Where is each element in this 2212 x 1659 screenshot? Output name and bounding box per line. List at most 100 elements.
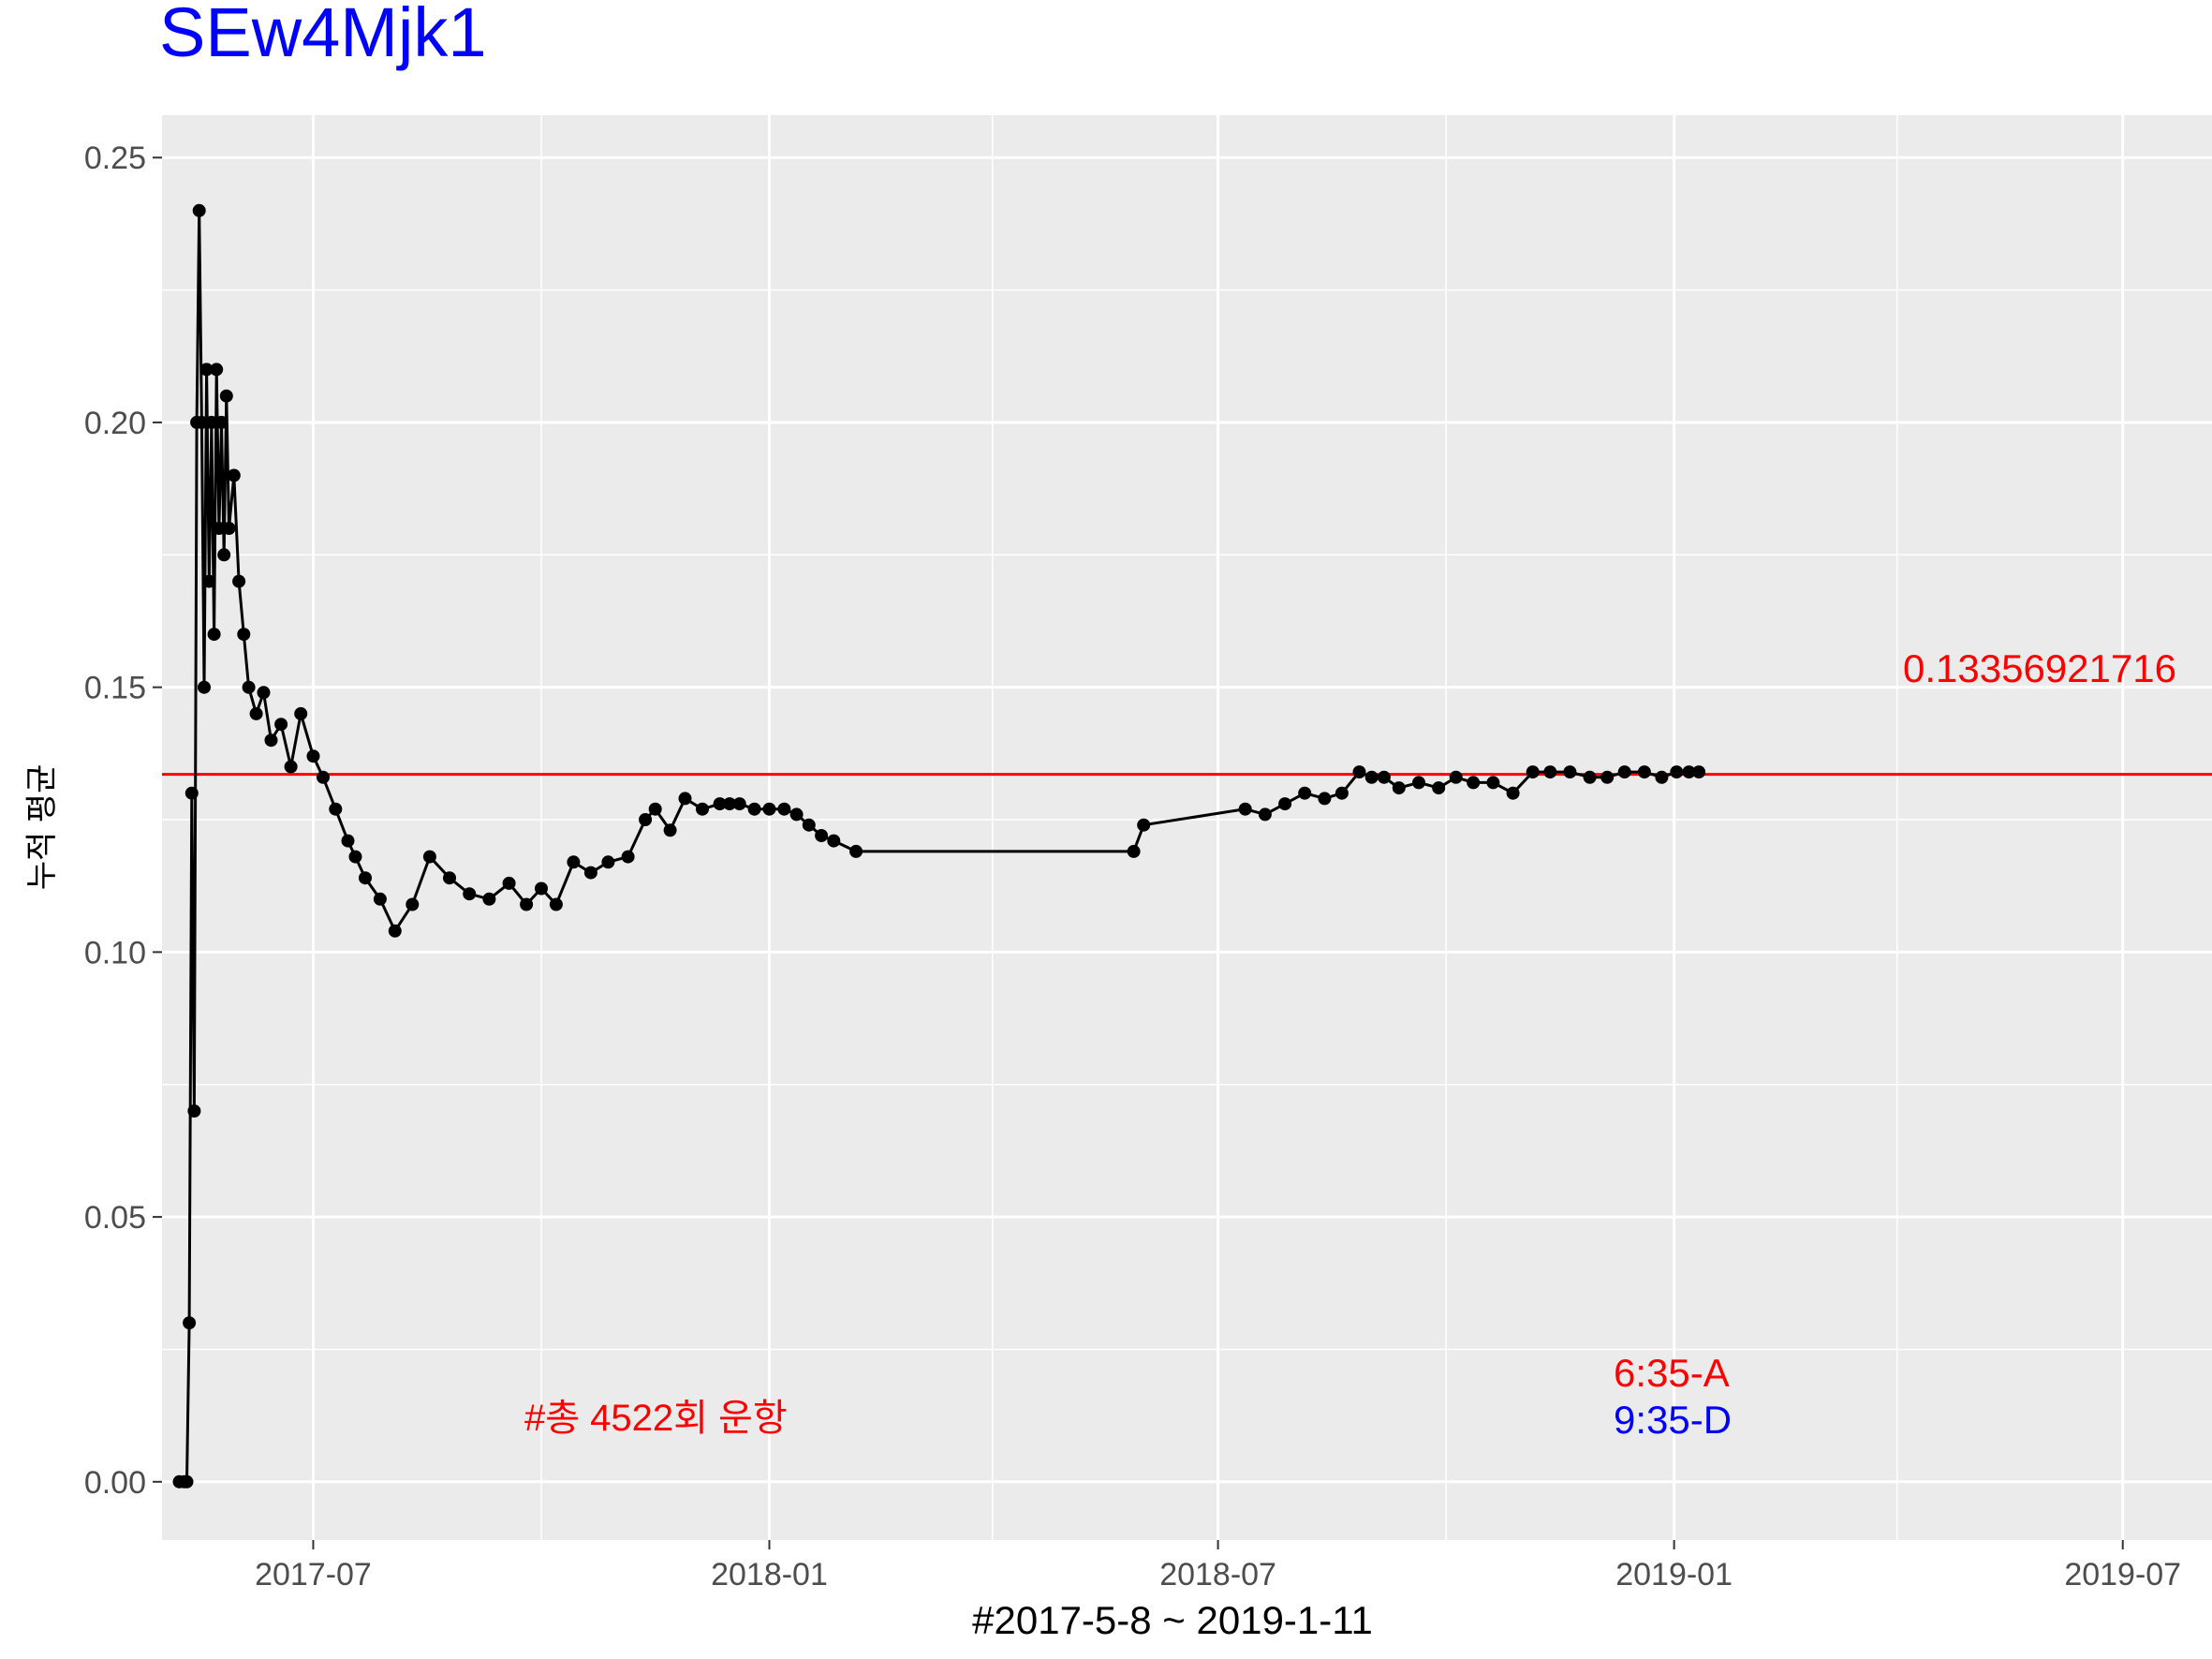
data-point bbox=[341, 834, 355, 848]
mean-value-label: 0.13356921716 bbox=[1903, 646, 2176, 690]
y-axis-label: 누적 평균 bbox=[24, 764, 60, 891]
data-point bbox=[443, 871, 456, 885]
x-tick-label: 2018-07 bbox=[1159, 1557, 1276, 1592]
data-point bbox=[520, 897, 534, 911]
data-point bbox=[359, 871, 372, 885]
data-point bbox=[549, 897, 563, 911]
data-point bbox=[1352, 765, 1366, 779]
data-point bbox=[180, 1474, 194, 1489]
data-point bbox=[747, 802, 761, 816]
data-point bbox=[373, 892, 387, 906]
data-point bbox=[237, 628, 251, 642]
data-point bbox=[1377, 770, 1391, 784]
data-point bbox=[195, 415, 209, 429]
legend-d-label: 9:35-D bbox=[1614, 1398, 1732, 1442]
data-point bbox=[406, 897, 420, 911]
data-point bbox=[762, 802, 776, 816]
data-point bbox=[1258, 807, 1272, 822]
data-point bbox=[1506, 786, 1520, 800]
data-point bbox=[1486, 776, 1500, 790]
data-point bbox=[1137, 818, 1151, 832]
data-point bbox=[232, 574, 246, 588]
data-point bbox=[249, 706, 263, 720]
data-point bbox=[849, 844, 863, 858]
data-point bbox=[217, 548, 231, 562]
data-point bbox=[207, 628, 221, 642]
data-point bbox=[1432, 781, 1446, 795]
data-point bbox=[601, 855, 615, 869]
data-point bbox=[294, 706, 308, 720]
data-point bbox=[1335, 786, 1349, 800]
legend-a-label: 6:35-A bbox=[1614, 1351, 1730, 1395]
data-point bbox=[1543, 765, 1557, 779]
chart-title: SEw4Mjk1 bbox=[159, 0, 487, 71]
data-point bbox=[264, 733, 278, 748]
data-point bbox=[422, 850, 436, 864]
data-point bbox=[723, 797, 737, 811]
data-point bbox=[1692, 765, 1706, 779]
data-point bbox=[184, 786, 199, 800]
data-point bbox=[1364, 770, 1379, 784]
x-tick-label: 2019-01 bbox=[1615, 1557, 1733, 1592]
data-point bbox=[713, 797, 727, 811]
data-point bbox=[663, 823, 677, 837]
data-point bbox=[329, 802, 343, 816]
y-tick-label: 0.10 bbox=[84, 935, 146, 970]
x-tick-label: 2017-07 bbox=[255, 1557, 372, 1592]
data-point bbox=[388, 924, 402, 938]
data-point bbox=[317, 770, 330, 784]
data-point bbox=[1670, 765, 1684, 779]
data-point bbox=[1617, 765, 1631, 779]
data-point bbox=[1318, 792, 1332, 806]
data-point bbox=[1583, 770, 1597, 784]
data-point bbox=[257, 686, 271, 700]
data-point bbox=[678, 792, 692, 806]
data-point bbox=[199, 363, 214, 377]
data-point bbox=[306, 749, 320, 763]
data-point bbox=[621, 850, 635, 864]
data-point bbox=[482, 892, 496, 906]
x-axis: 2017-07 2018-01 2018-07 2019-01 2019-07 bbox=[255, 1540, 2181, 1592]
data-point bbox=[1682, 765, 1696, 779]
data-point bbox=[183, 1316, 197, 1330]
x-tick-label: 2018-01 bbox=[711, 1557, 828, 1592]
data-point bbox=[214, 415, 229, 429]
data-point bbox=[348, 850, 362, 864]
data-point bbox=[1449, 770, 1463, 784]
data-point bbox=[1278, 797, 1292, 811]
data-point bbox=[502, 876, 516, 890]
y-tick-label: 0.20 bbox=[84, 406, 146, 441]
data-point bbox=[219, 389, 233, 403]
y-tick-label: 0.05 bbox=[84, 1200, 146, 1236]
data-point bbox=[187, 1104, 201, 1118]
data-point bbox=[639, 813, 653, 826]
data-point bbox=[1298, 786, 1312, 800]
data-point bbox=[212, 522, 226, 535]
data-point bbox=[1127, 844, 1141, 858]
y-axis: 0.00 0.05 0.10 0.15 0.20 0.25 bbox=[84, 141, 162, 1501]
x-axis-label: #2017-5-8 ~ 2019-1-11 bbox=[972, 1598, 1373, 1642]
data-point bbox=[1238, 802, 1252, 816]
plot-panel bbox=[162, 115, 2212, 1540]
data-point bbox=[227, 468, 241, 482]
x-tick-label: 2019-07 bbox=[2064, 1557, 2181, 1592]
data-point bbox=[204, 415, 218, 429]
data-point bbox=[1412, 776, 1425, 790]
data-point bbox=[648, 802, 662, 816]
data-point bbox=[789, 807, 804, 822]
series-points bbox=[172, 203, 1706, 1489]
data-point bbox=[1392, 781, 1406, 795]
data-point bbox=[463, 887, 477, 901]
data-point bbox=[202, 574, 216, 588]
data-point bbox=[732, 797, 746, 811]
y-tick-label: 0.25 bbox=[84, 141, 146, 176]
data-point bbox=[1467, 776, 1481, 790]
data-point bbox=[222, 522, 236, 535]
data-point bbox=[192, 203, 206, 217]
y-tick-label: 0.15 bbox=[84, 671, 146, 706]
data-point bbox=[198, 680, 211, 694]
data-point bbox=[1526, 765, 1540, 779]
data-point bbox=[583, 866, 597, 880]
data-point bbox=[696, 802, 709, 816]
